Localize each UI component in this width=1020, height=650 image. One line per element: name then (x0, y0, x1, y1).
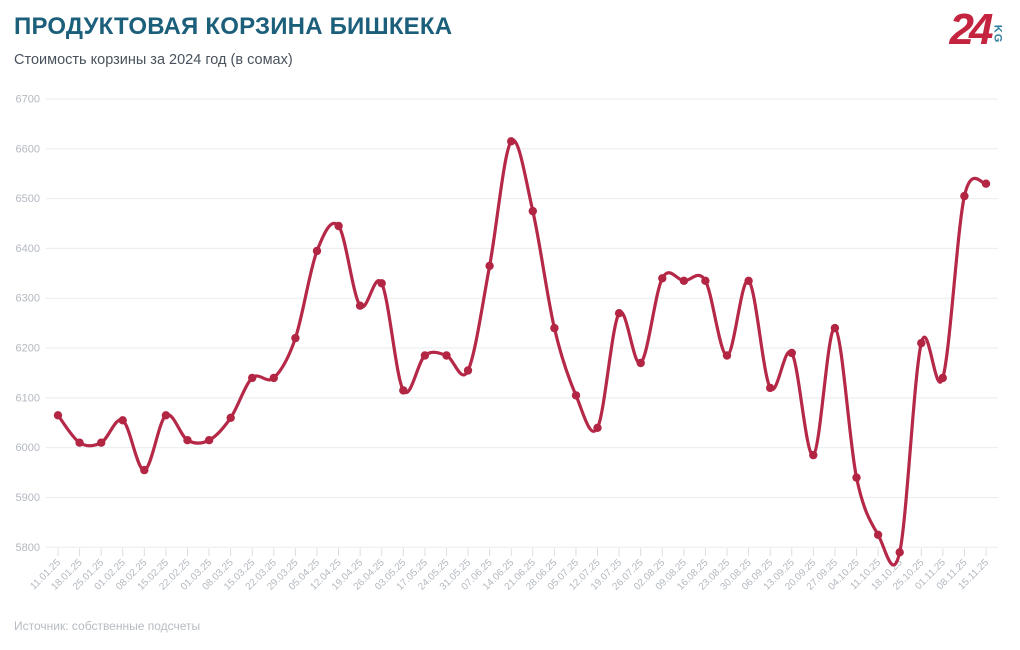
y-axis-labels: 5800 5900 6000 6100 6200 6300 6400 6500 6600 6700 (16, 94, 40, 554)
y-tick-label: 6100 (16, 392, 40, 404)
data-point (248, 373, 257, 383)
data-point (269, 373, 278, 383)
data-point (614, 309, 624, 318)
data-point (852, 473, 861, 482)
y-tick-label: 6000 (16, 442, 40, 454)
data-point (679, 276, 689, 285)
data-points (53, 137, 991, 557)
y-tick-label: 6300 (16, 293, 40, 305)
data-point (355, 301, 365, 310)
data-point (981, 179, 991, 188)
data-point (291, 333, 300, 343)
data-point (744, 276, 753, 285)
logo-24kg: 24 KG (949, 5, 1006, 54)
data-point (528, 206, 537, 216)
data-point (312, 246, 322, 256)
data-point (75, 438, 84, 447)
source-note: Источник: собственные подсчеты (14, 619, 201, 633)
data-point (873, 530, 883, 539)
x-axis-labels: 11.01.2518.01.2525.01.2501.02.2508.02.25… (28, 557, 991, 593)
data-point (830, 323, 840, 333)
data-point (938, 373, 947, 383)
y-tick-label: 5800 (16, 542, 40, 554)
y-tick-label: 5900 (16, 492, 40, 504)
y-tick-label: 6700 (16, 94, 40, 106)
page-title: ПРОДУКТОВАЯ КОРЗИНА БИШКЕКА (14, 13, 453, 40)
data-point (53, 411, 63, 420)
data-point (507, 137, 516, 146)
data-point (226, 413, 235, 422)
y-gridlines (46, 98, 998, 548)
logo-kg-text: KG (990, 24, 1003, 43)
y-tick-label: 6500 (16, 193, 40, 205)
data-point (334, 221, 343, 231)
data-point (463, 366, 473, 375)
data-point (722, 351, 732, 360)
data-point (787, 348, 796, 358)
y-tick-label: 6200 (16, 343, 40, 355)
y-tick-label: 6400 (16, 243, 40, 255)
data-point (161, 411, 171, 420)
logo-24-text: 24 (949, 5, 994, 54)
data-point (895, 548, 904, 557)
data-point (140, 465, 149, 475)
data-point (550, 323, 559, 333)
data-point (183, 436, 192, 445)
data-point (399, 386, 408, 395)
data-point (658, 274, 667, 283)
x-ticks (57, 548, 987, 556)
data-point (97, 438, 106, 447)
data-point (701, 276, 710, 285)
data-point (485, 261, 494, 271)
data-point (960, 191, 969, 201)
data-point (420, 351, 430, 360)
data-point (636, 358, 645, 368)
data-point (118, 416, 127, 425)
data-point (377, 279, 386, 288)
y-tick-label: 6600 (16, 143, 40, 155)
page-subtitle: Стоимость корзины за 2024 год (в сомах) (14, 52, 293, 68)
series-line (56, 138, 988, 567)
data-point (593, 423, 602, 432)
data-point (917, 338, 926, 348)
data-point (766, 383, 775, 393)
data-point (809, 450, 818, 460)
data-point (571, 391, 581, 400)
data-point (442, 351, 451, 360)
data-point (204, 436, 214, 445)
